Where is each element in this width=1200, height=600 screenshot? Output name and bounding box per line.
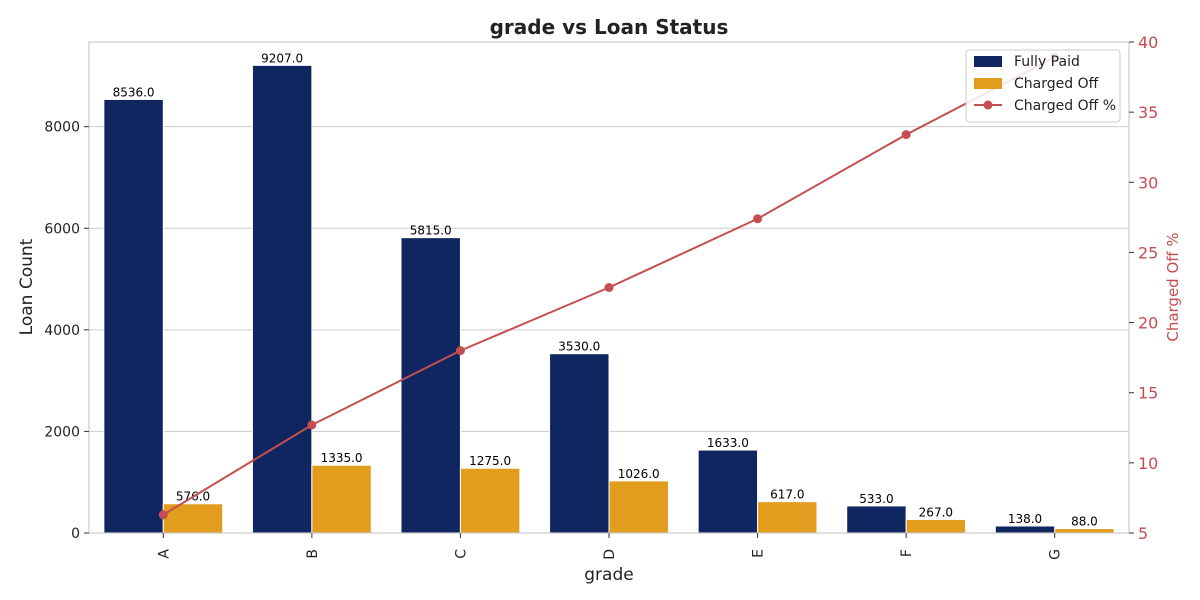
legend-label-charged-off: Charged Off: [1014, 76, 1099, 92]
x-axis-label: grade: [584, 565, 633, 585]
bar-charged-off-e: [757, 501, 818, 534]
y-tick-label: 2000: [44, 424, 80, 440]
y-axis-label: Loan Count: [17, 238, 37, 335]
bar-fully-paid-g: [994, 525, 1056, 534]
legend: Fully Paid Charged Off Charged Off %: [965, 49, 1121, 123]
legend-label-fully-paid: Fully Paid: [1014, 54, 1080, 70]
bar-value-label: 617.0: [770, 488, 804, 502]
bar-fully-paid-a: [103, 98, 164, 534]
bar-value-label: 5815.0: [410, 224, 452, 238]
bar-value-label: 1335.0: [321, 451, 363, 465]
line-point: [753, 214, 763, 224]
x-tick-label: G: [1048, 549, 1064, 560]
bar-fully-paid-e: [697, 449, 759, 534]
bar-value-label: 1026.0: [618, 467, 660, 481]
y-tick-label: 4000: [44, 323, 80, 339]
legend-label-charged-off-pct: Charged Off %: [1014, 98, 1116, 114]
x-tick-label: B: [305, 549, 321, 559]
bar-value-label: 3530.0: [558, 340, 600, 354]
line-point: [455, 346, 465, 356]
x-tick-label: C: [453, 549, 469, 559]
line-point: [158, 510, 168, 520]
bar-fully-paid-c: [400, 237, 461, 534]
y-right-tick-label: 40: [1138, 33, 1158, 52]
y-right-tick-label: 15: [1138, 384, 1158, 403]
bar-value-label: 9207.0: [261, 51, 303, 65]
line-point: [604, 283, 614, 292]
legend-swatch-fully-paid: [974, 56, 1002, 67]
bar-charged-off-f: [905, 518, 967, 534]
x-tick-label: E: [751, 549, 767, 558]
legend-marker-charged-off-pct: [983, 100, 993, 110]
chart-title: grade vs Loan Status: [490, 15, 729, 39]
bar-value-label: 88.0: [1071, 515, 1098, 529]
line-point: [901, 130, 911, 140]
line-point: [307, 420, 317, 430]
x-tick-label: A: [156, 549, 172, 559]
bar-value-label: 8536.0: [113, 85, 155, 99]
y-tick-label: 8000: [44, 120, 80, 136]
bar-value-label: 1633.0: [707, 436, 749, 450]
bar-charged-off-d: [608, 480, 669, 534]
bar-charged-off-g: [1054, 528, 1115, 534]
bar-charged-off-c: [459, 467, 521, 534]
bar-charged-off-a: [162, 503, 224, 534]
x-tick-label: F: [899, 549, 915, 557]
bar-value-label: 1275.0: [469, 454, 511, 468]
y-tick-label: 6000: [44, 221, 80, 237]
y-right-tick-label: 10: [1138, 454, 1158, 473]
bar-fully-paid-d: [549, 353, 610, 534]
y-right-tick-label: 5: [1138, 524, 1148, 543]
axis-ticks: 0 2000 4000 6000 8000 5 10 15 20 25 30 35 40 A B C D E F G: [44, 33, 1158, 560]
bar-fully-paid-f: [846, 505, 907, 534]
y-right-tick-label: 30: [1138, 173, 1158, 192]
y-right-tick-label: 20: [1138, 314, 1158, 333]
bars: [103, 64, 1115, 534]
bar-charged-off-b: [311, 464, 372, 534]
x-tick-label: D: [602, 549, 618, 560]
y-axis-label-right: Charged Off %: [1164, 232, 1182, 341]
y-right-tick-label: 35: [1138, 103, 1158, 122]
legend-swatch-charged-off: [974, 78, 1002, 89]
y-right-tick-label: 25: [1138, 243, 1158, 262]
y-tick-label: 0: [71, 526, 80, 542]
bar-value-label: 533.0: [859, 492, 893, 506]
legend-box: [965, 49, 1121, 123]
bar-labels: 8536.0 9207.0 5815.0 3530.0 1633.0 533.0 138.0…: [113, 51, 1098, 528]
bar-value-label: 138.0: [1008, 512, 1042, 526]
bar-fully-paid-b: [251, 64, 313, 534]
bar-value-label: 267.0: [919, 505, 953, 519]
